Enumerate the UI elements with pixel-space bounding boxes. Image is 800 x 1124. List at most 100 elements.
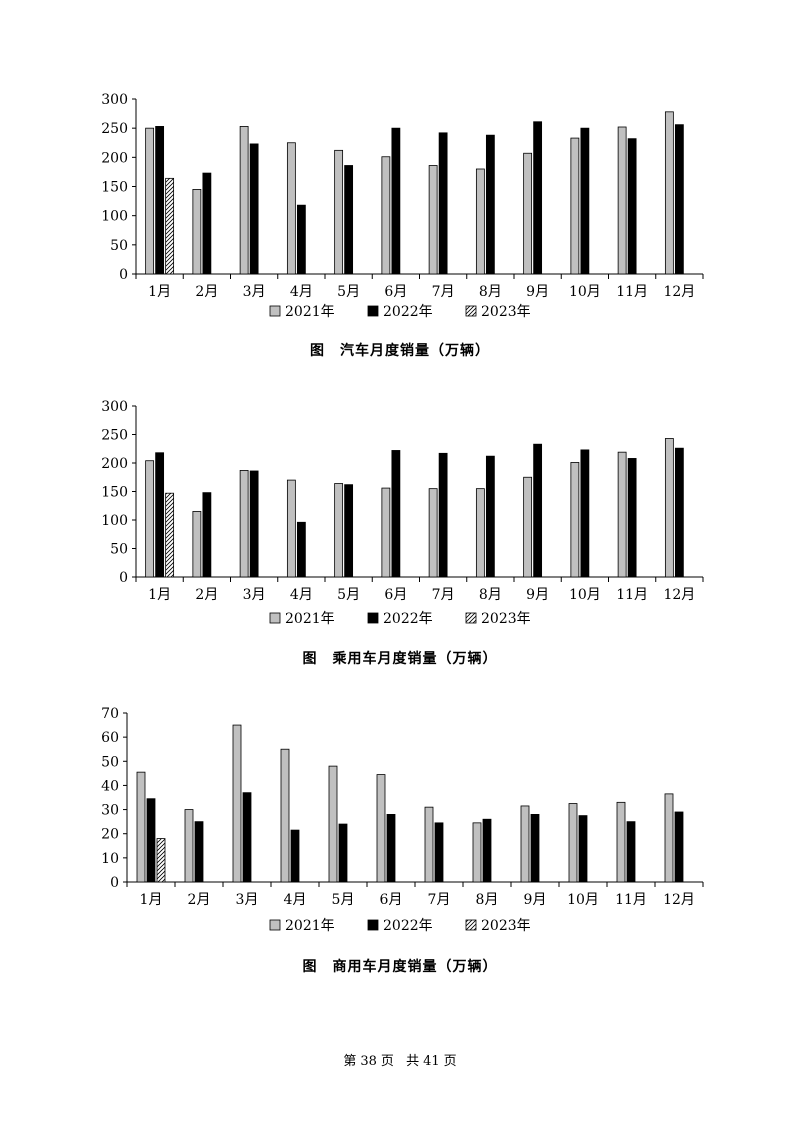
- x-tick-label: 2月: [195, 587, 218, 603]
- page-label: 页: [443, 1054, 457, 1069]
- x-tick-label: 5月: [337, 284, 360, 300]
- bar-2022年: [242, 792, 252, 883]
- bar-2021年: [334, 483, 344, 578]
- page-label: 第: [343, 1054, 357, 1069]
- bar-2022年: [626, 821, 636, 883]
- legend-label: 2022年: [383, 304, 433, 320]
- legend-label: 2021年: [285, 918, 335, 934]
- bar-2022年: [194, 821, 204, 883]
- x-tick-label: 8月: [476, 892, 499, 908]
- bar-2021年: [192, 511, 202, 578]
- bar-2023年: [165, 492, 175, 578]
- bar-2022年: [338, 823, 348, 883]
- x-tick-label: 5月: [337, 587, 360, 603]
- chart-title: 图 商用车月度销量（万辆）: [302, 959, 498, 975]
- bar-2022年: [580, 127, 590, 275]
- bar-2021年: [475, 488, 485, 578]
- legend-swatch: [465, 612, 477, 624]
- x-tick-label: 4月: [290, 587, 313, 603]
- legend-swatch: [269, 612, 281, 624]
- y-tick-label: 50: [110, 238, 128, 254]
- bar-2022年: [296, 521, 306, 578]
- legend-label: 2023年: [481, 611, 531, 627]
- x-tick-label: 1月: [148, 587, 171, 603]
- x-tick-label: 11月: [615, 892, 647, 908]
- legend-swatch: [465, 305, 477, 317]
- legend-swatch: [367, 612, 379, 624]
- bar-2021年: [520, 805, 530, 883]
- bar-2021年: [570, 462, 580, 578]
- bar-2021年: [376, 774, 386, 883]
- legend-label: 2022年: [383, 918, 433, 934]
- x-tick-label: 3月: [243, 587, 266, 603]
- x-tick-label: 1月: [140, 892, 163, 908]
- x-tick-label: 9月: [526, 284, 549, 300]
- legend-swatch: [367, 305, 379, 317]
- bar-2021年: [428, 488, 438, 578]
- x-tick-label: 10月: [569, 587, 601, 603]
- bar-2021年: [523, 476, 533, 578]
- page-label: 页: [380, 1054, 394, 1069]
- bar-2022年: [578, 815, 588, 883]
- chart-passenger-sales: 0 50 100 150 200 250 300 1月 2月 3月 4月 5月 6月 7月 8月 9月 10月 1…: [101, 399, 704, 667]
- chart-commercial-sales: 0 10 20 30 40 50 60 70 1月 2月 3月 4月 5月 6月 7月 8月 9月 10月 11月 1…: [101, 706, 704, 975]
- y-tick-label: 250: [101, 121, 128, 137]
- legend-swatch: [269, 919, 281, 931]
- page-total: 41: [423, 1054, 440, 1069]
- bar-2022年: [580, 449, 590, 578]
- bar-2021年: [136, 771, 146, 883]
- bar-2022年: [627, 458, 637, 578]
- bar-2021年: [328, 765, 338, 883]
- bar-2022年: [627, 138, 637, 275]
- bar-2022年: [146, 798, 156, 883]
- bar-2022年: [485, 455, 495, 578]
- chart-title: 图 汽车月度销量（万辆）: [310, 343, 490, 359]
- legend-swatch: [367, 919, 379, 931]
- y-tick-label: 300: [101, 92, 128, 108]
- legend-swatch: [465, 919, 477, 931]
- bar-2021年: [239, 126, 249, 275]
- y-tick-label: 250: [101, 428, 128, 444]
- y-tick-label: 40: [101, 778, 119, 794]
- bar-2021年: [145, 127, 155, 275]
- x-tick-label: 4月: [284, 892, 307, 908]
- chart-auto-sales: 0 50 100 150 200 250 300 1月 2月 3月 4月 5月 6月 7月 8月 9月 10月 1…: [0, 0, 800, 370]
- bar-2021年: [664, 793, 674, 883]
- x-tick-label: 10月: [567, 892, 599, 908]
- y-tick-label: 300: [101, 399, 128, 415]
- y-tick-label: 200: [101, 456, 128, 472]
- bar-2022年: [482, 818, 492, 883]
- page-number: 38: [360, 1054, 377, 1069]
- y-tick-label: 100: [101, 209, 128, 225]
- y-tick-label: 200: [101, 150, 128, 166]
- x-tick-label: 2月: [195, 284, 218, 300]
- bar-2022年: [155, 126, 165, 275]
- bar-2022年: [674, 811, 684, 883]
- y-tick-label: 50: [110, 542, 128, 558]
- bar-2021年: [523, 152, 533, 275]
- x-tick-label: 6月: [384, 587, 407, 603]
- bar-2021年: [664, 438, 674, 578]
- bar-2022年: [530, 814, 540, 883]
- bar-2022年: [485, 134, 495, 275]
- x-tick-label: 10月: [569, 284, 601, 300]
- y-tick-label: 0: [119, 267, 128, 283]
- x-tick-label: 3月: [243, 284, 266, 300]
- x-tick-label: 11月: [616, 284, 648, 300]
- bar-2022年: [296, 204, 306, 275]
- page-footer: 第 38 页 共 41 页: [0, 1050, 800, 1069]
- chart-commercial-sales-svg: 0 10 20 30 40 50 60 70 1月 2月 3月 4月 5月 6月 7月 8月 9月 10月 11月 1…: [101, 706, 704, 934]
- x-tick-label: 8月: [479, 284, 502, 300]
- bar-2021年: [568, 803, 578, 883]
- x-tick-label: 4月: [290, 284, 313, 300]
- bar-2022年: [249, 143, 259, 275]
- y-tick-label: 30: [101, 803, 119, 819]
- bar-2022年: [434, 822, 444, 883]
- x-tick-label: 12月: [663, 587, 695, 603]
- x-tick-label: 5月: [332, 892, 355, 908]
- y-tick-label: 50: [101, 754, 119, 770]
- bar-2022年: [438, 132, 448, 275]
- x-tick-label: 6月: [380, 892, 403, 908]
- y-tick-label: 70: [101, 706, 119, 722]
- bar-2021年: [475, 168, 485, 275]
